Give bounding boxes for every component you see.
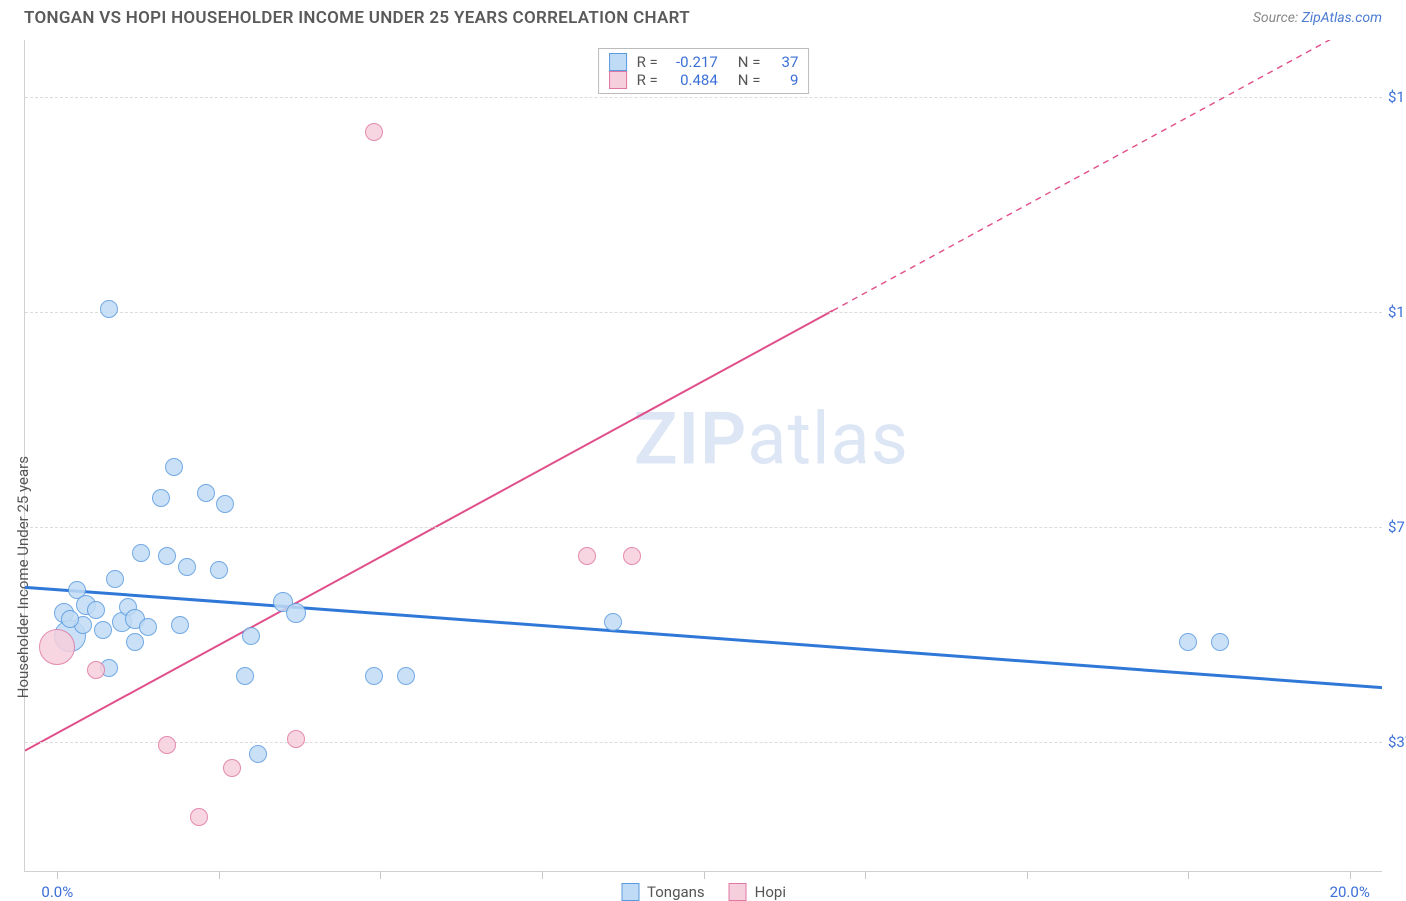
- data-point: [152, 489, 170, 507]
- data-point: [126, 633, 144, 651]
- y-tick-label: $75,000: [1388, 518, 1406, 536]
- data-point: [39, 629, 75, 665]
- data-point: [165, 458, 183, 476]
- x-tick: [219, 871, 220, 879]
- data-point: [249, 745, 267, 763]
- source-credit: Source: ZipAtlas.com: [1253, 10, 1382, 26]
- y-tick-label: $150,000: [1388, 88, 1406, 106]
- data-point: [61, 610, 79, 628]
- data-point: [158, 736, 176, 754]
- x-tick: [1188, 871, 1189, 879]
- correlation-legend: R =-0.217N =37R =0.484N =9: [598, 48, 810, 94]
- x-tick: [380, 871, 381, 879]
- data-point: [216, 495, 234, 513]
- data-point: [223, 759, 241, 777]
- data-point: [139, 618, 157, 636]
- data-point: [158, 547, 176, 565]
- data-point: [286, 603, 306, 623]
- x-tick: [865, 871, 866, 879]
- data-point: [87, 661, 105, 679]
- data-point: [365, 667, 383, 685]
- data-point: [365, 123, 383, 141]
- data-point: [94, 621, 112, 639]
- gridline: [25, 742, 1382, 743]
- data-point: [397, 667, 415, 685]
- legend-row: R =0.484N =9: [609, 71, 799, 89]
- y-tick-label: $37,500: [1388, 733, 1406, 751]
- watermark: ZIPatlas: [634, 396, 909, 481]
- data-point: [578, 547, 596, 565]
- plot-region: ZIPatlas $37,500$75,000$112,500$150,0000…: [25, 40, 1382, 871]
- data-point: [242, 627, 260, 645]
- data-point: [236, 667, 254, 685]
- source-link[interactable]: ZipAtlas.com: [1302, 10, 1382, 26]
- legend-swatch: [729, 883, 747, 901]
- data-point: [190, 808, 208, 826]
- x-tick: [704, 871, 705, 879]
- gridline: [25, 312, 1382, 313]
- legend-swatch: [621, 883, 639, 901]
- data-point: [604, 613, 622, 631]
- data-point: [197, 484, 215, 502]
- data-point: [100, 300, 118, 318]
- gridline: [25, 527, 1382, 528]
- legend-swatch: [609, 71, 627, 89]
- data-point: [178, 558, 196, 576]
- legend-row: R =-0.217N =37: [609, 53, 799, 71]
- series-legend: Tongans Hopi: [621, 883, 786, 901]
- legend-item: Tongans: [621, 883, 705, 901]
- chart-title: TONGAN VS HOPI HOUSEHOLDER INCOME UNDER …: [24, 8, 690, 28]
- x-tick: [542, 871, 543, 879]
- x-tick: [1027, 871, 1028, 879]
- data-point: [1179, 633, 1197, 651]
- x-tick-label: 0.0%: [41, 883, 73, 901]
- data-point: [171, 616, 189, 634]
- legend-swatch: [609, 53, 627, 71]
- gridline: [25, 97, 1382, 98]
- data-point: [87, 601, 105, 619]
- chart-area: Householder Income Under 25 years ZIPatl…: [24, 40, 1382, 872]
- data-point: [287, 730, 305, 748]
- legend-item: Hopi: [729, 883, 786, 901]
- x-tick: [57, 871, 58, 879]
- x-tick: [1350, 871, 1351, 879]
- data-point: [1211, 633, 1229, 651]
- data-point: [210, 561, 228, 579]
- data-point: [132, 544, 150, 562]
- y-tick-label: $112,500: [1388, 303, 1406, 321]
- x-tick-label: 20.0%: [1330, 883, 1370, 901]
- data-point: [106, 570, 124, 588]
- data-point: [623, 547, 641, 565]
